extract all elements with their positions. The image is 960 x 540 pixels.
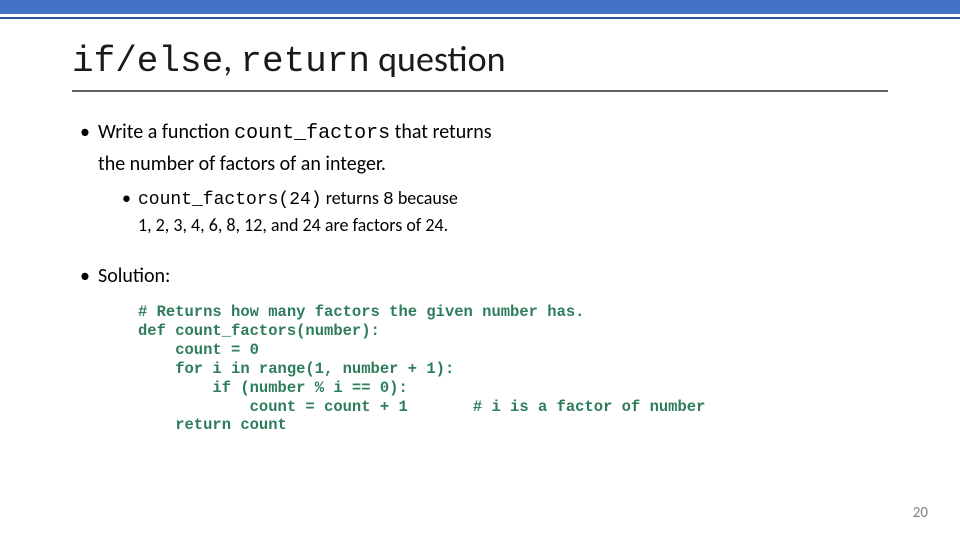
- code-l5: if (number % i == 0):: [138, 379, 408, 397]
- top-accent-bar: [0, 0, 960, 14]
- bullet1-mono: count_factors: [234, 122, 390, 145]
- code-l1: # Returns how many factors the given num…: [138, 303, 584, 321]
- title-underline: [72, 90, 888, 92]
- bullet-example: •count_factors(24) returns 8 because: [122, 187, 888, 210]
- bullet2-num: 8: [383, 190, 394, 210]
- page-number: 20: [913, 504, 928, 522]
- code-l7: return count: [138, 416, 287, 434]
- bullet2-line2: 1, 2, 3, 4, 6, 8, 12, and 24 are factors…: [138, 214, 888, 236]
- bullet1-post: that returns: [390, 120, 491, 144]
- code-l4: for i in range(1, number + 1):: [138, 360, 454, 378]
- bullet-write-function: •Write a function count_factors that ret…: [80, 120, 888, 146]
- bullet-dot-2: •: [122, 187, 138, 209]
- title-text: question: [370, 37, 506, 81]
- solution-label: Solution:: [98, 264, 170, 288]
- bullet-dot-3: •: [80, 264, 98, 289]
- bullet1-line2: the number of factors of an integer.: [98, 152, 888, 177]
- title-mono-1: if/else: [72, 41, 223, 82]
- code-l2: def count_factors(number):: [138, 322, 380, 340]
- bullet-solution: •Solution:: [80, 264, 888, 289]
- bullet2-post2: because: [394, 187, 458, 209]
- bullet2-mono: count_factors(24): [138, 190, 322, 210]
- bullet1-pre: Write a function: [98, 120, 234, 144]
- bullet-dot: •: [80, 120, 98, 145]
- slide-content: if/else, return question •Write a functi…: [0, 19, 960, 435]
- code-l6: count = count + 1 # i is a factor of num…: [138, 398, 705, 416]
- code-l3: count = 0: [138, 341, 259, 359]
- bullet2-post: returns: [322, 187, 383, 209]
- title-comma: ,: [223, 37, 240, 81]
- code-solution: # Returns how many factors the given num…: [138, 303, 888, 435]
- title-mono-2: return: [240, 41, 370, 82]
- slide-title: if/else, return question: [72, 37, 888, 82]
